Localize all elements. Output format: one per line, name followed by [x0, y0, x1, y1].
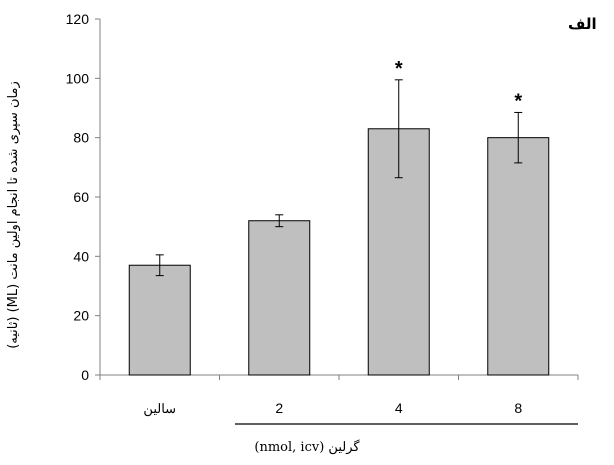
panel-label: الف	[568, 15, 597, 33]
y-tick-label-120: 120	[66, 11, 90, 27]
y-tick-label-40: 40	[73, 248, 89, 264]
x-category-label-0: سالین	[143, 402, 176, 417]
bar-3	[487, 137, 550, 376]
x-category-label-3: 8	[514, 400, 522, 416]
y-tick-label-60: 60	[73, 189, 89, 205]
chart-bars	[128, 79, 550, 376]
y-axis-label: زمان سپری شده تا انجام اولین مانت (ML) (…	[6, 81, 21, 349]
chart-labels: سالین 2 * 4 * 8	[143, 58, 578, 425]
y-tick-label-80: 80	[73, 130, 89, 146]
y-tick-label-0: 0	[81, 367, 89, 383]
bar-1	[248, 220, 311, 376]
y-tick-label-100: 100	[66, 70, 90, 86]
x-axis-label: گرلین (nmol, icv)	[0, 440, 614, 455]
significance-marker-2: *	[395, 58, 403, 80]
y-tick-label-20: 20	[73, 308, 89, 324]
significance-marker-3: *	[514, 90, 522, 112]
x-axis-label-text: گرلین (nmol, icv)	[254, 440, 360, 455]
bar-0	[128, 264, 191, 376]
x-category-label-1: 2	[275, 400, 283, 416]
x-category-label-2: 4	[395, 400, 403, 416]
